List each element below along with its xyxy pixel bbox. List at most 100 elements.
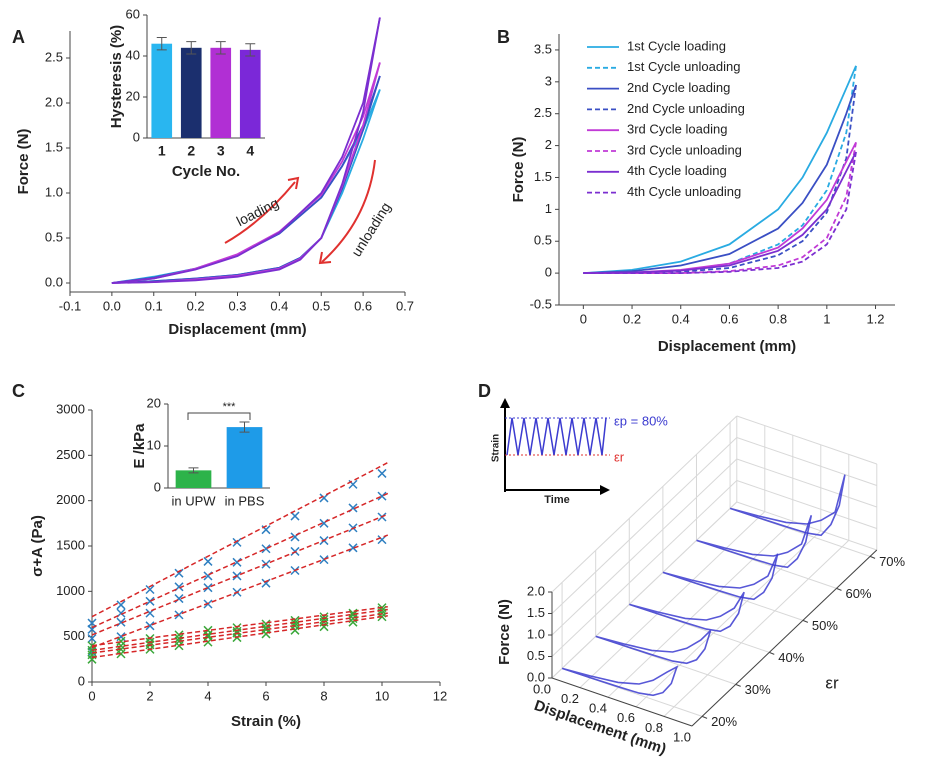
legend-label: 3rd Cycle loading [627, 122, 727, 137]
axis-line [691, 549, 878, 727]
z-tick [769, 651, 775, 655]
strain-schematic [500, 398, 610, 495]
marker [319, 622, 329, 632]
y-tick-label: 20 [147, 395, 161, 410]
marker [116, 649, 126, 659]
z-tick-label: 40% [778, 650, 804, 665]
fit-line [91, 534, 389, 649]
arrow-head [600, 485, 610, 495]
x-tick-label: 0 [88, 688, 95, 703]
grid-line [736, 480, 877, 529]
error-bar [188, 467, 199, 474]
curve [583, 84, 857, 274]
x-tick-label: 1.2 [866, 311, 884, 326]
z-tick-label: 60% [845, 586, 871, 601]
annotation: *** [223, 401, 237, 413]
z-tick [836, 587, 842, 591]
bar [239, 49, 261, 138]
marker [377, 491, 387, 501]
fit-line [91, 513, 389, 636]
inset-y-label: Strain [491, 434, 502, 462]
x-tick-label: 10 [375, 688, 389, 703]
marker [87, 633, 97, 644]
grid-line [736, 437, 877, 486]
z-tick-label: 70% [879, 554, 905, 569]
y-tick-label: 1000 [56, 583, 85, 598]
y-tick-label: 3.5 [534, 41, 552, 56]
x-tick-label: in PBS [225, 493, 265, 508]
x-tick-label: 0 [580, 311, 587, 326]
inset-annotation: εp = 80% [614, 413, 668, 428]
x-tick-label: 0.6 [720, 311, 738, 326]
grid-line [635, 530, 822, 708]
x-tick-label: 0.2 [561, 691, 579, 706]
y-tick-label: 1.0 [527, 626, 545, 641]
panel-label: D [478, 381, 491, 401]
bracket [187, 412, 251, 420]
grid-line [736, 415, 877, 465]
arrow [321, 159, 376, 263]
y-tick-label: 0.0 [45, 274, 63, 289]
x-tick-label: 0.8 [769, 311, 787, 326]
x-axis-label: Displacement (mm) [168, 321, 306, 338]
inset-annotation: εr [614, 449, 625, 464]
marker [145, 596, 155, 606]
marker [319, 614, 329, 624]
z-tick-label: 20% [711, 714, 737, 729]
z-tick [802, 619, 809, 623]
marker [348, 617, 358, 627]
y-tick-label: 2500 [56, 447, 85, 462]
x-tick-label: 2 [146, 688, 153, 703]
x-tick-label: in UPW [171, 493, 216, 508]
curve [629, 591, 745, 633]
marker [261, 544, 271, 554]
bar [180, 47, 202, 138]
x-tick-label: 0.4 [672, 311, 690, 326]
curve [583, 65, 857, 274]
y-axis-label: Hysteresis (%) [108, 25, 125, 128]
y-tick-label: 1500 [56, 537, 85, 552]
error-bar [156, 37, 167, 51]
y-tick-label: 3000 [56, 401, 85, 416]
y-tick-label: 0 [133, 129, 140, 144]
y-axis-label: E /kPa [131, 423, 148, 469]
x-tick-label: 0.6 [354, 298, 372, 313]
marker [145, 621, 155, 631]
error-bar [239, 421, 250, 433]
x-tick-label: 4 [204, 688, 211, 703]
grid-line [579, 511, 766, 688]
legend-label: 2nd Cycle loading [627, 80, 730, 95]
curve [583, 151, 857, 274]
y-tick-label: 20 [126, 88, 140, 103]
y-axis-label: Force (N) [510, 137, 527, 203]
marker [116, 600, 126, 610]
curve [696, 515, 813, 569]
fit-line [91, 605, 388, 647]
y-tick-label: -0.5 [530, 296, 552, 311]
x-tick-label: 0.4 [270, 298, 288, 313]
bar [151, 43, 173, 139]
grid-line [551, 415, 738, 593]
panel-label: C [12, 381, 25, 401]
y-tick-label: 1 [545, 201, 552, 216]
z-tick-label: 50% [812, 618, 838, 633]
x-tick-label: 0.1 [145, 298, 163, 313]
marker [174, 641, 184, 651]
curve [561, 665, 679, 697]
error-bar [215, 41, 226, 55]
arrow-head [500, 398, 510, 408]
bar [226, 427, 263, 488]
arrow [224, 181, 296, 244]
panel-label: A [12, 27, 25, 47]
legend-label: 2nd Cycle unloading [627, 101, 745, 116]
curve [583, 151, 857, 274]
x-tick-label: -0.1 [59, 298, 81, 313]
curve [729, 474, 846, 537]
x-tick-label: 1.0 [673, 729, 691, 744]
grid-line [736, 458, 877, 508]
y-tick-label: 0 [154, 479, 161, 494]
x-tick-label: 0.6 [617, 710, 635, 725]
legend-label: 1st Cycle unloading [627, 59, 740, 74]
zigzag [506, 417, 607, 456]
